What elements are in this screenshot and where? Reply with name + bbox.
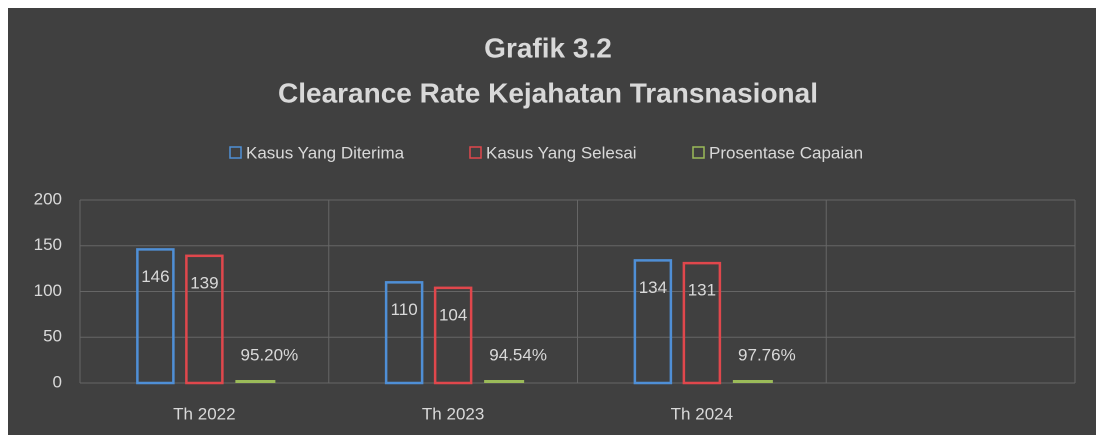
bar: [484, 380, 525, 383]
legend-swatch: [692, 146, 705, 159]
x-tick-label: Th 2024: [671, 404, 733, 423]
x-tick-label: Th 2022: [173, 404, 235, 423]
data-label: 104: [439, 305, 467, 324]
bar: [433, 286, 473, 385]
y-tick-label: 50: [43, 327, 62, 346]
bar: [235, 380, 276, 383]
bar: [633, 259, 673, 385]
bar: [185, 254, 224, 385]
data-label: 94.54%: [489, 346, 547, 365]
data-label: 146: [141, 267, 169, 286]
legend-label: Kasus Yang Selesai: [486, 143, 637, 162]
data-label: 95.20%: [241, 346, 299, 365]
data-label: 110: [391, 300, 418, 319]
bar: [384, 281, 424, 385]
chart-title: Grafik 3.2: [484, 32, 612, 63]
y-tick-label: 150: [34, 235, 62, 254]
legend-label: Kasus Yang Diterima: [246, 143, 405, 162]
bar: [136, 248, 175, 385]
legend-label: Prosentase Capaian: [709, 143, 863, 162]
legend-swatch: [469, 146, 482, 159]
data-label: 134: [639, 278, 667, 297]
bar: [682, 261, 722, 385]
y-tick-label: 200: [34, 189, 62, 208]
bar: [732, 380, 773, 383]
y-tick-label: 0: [53, 372, 62, 391]
data-label: 97.76%: [738, 346, 796, 365]
legend-swatch: [229, 146, 242, 159]
chart-subtitle: Clearance Rate Kejahatan Transnasional: [278, 77, 818, 108]
data-label: 139: [190, 273, 218, 292]
y-tick-label: 100: [34, 281, 62, 300]
chart-background: [8, 8, 1096, 435]
data-label: 131: [688, 281, 716, 300]
x-tick-label: Th 2023: [422, 404, 484, 423]
